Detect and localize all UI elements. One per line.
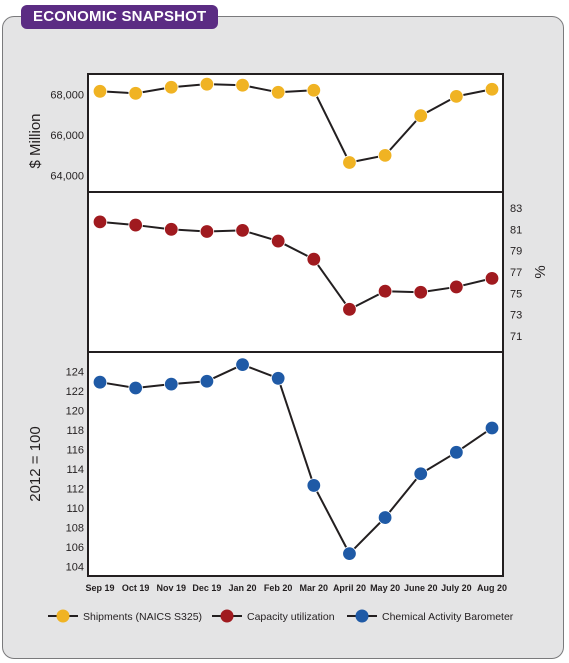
data-point-capacity bbox=[270, 233, 286, 249]
data-point-shipments bbox=[413, 108, 428, 123]
y-tick-label-barometer: 122 bbox=[66, 386, 84, 398]
y-tick-label-barometer: 114 bbox=[66, 464, 84, 476]
data-point-capacity bbox=[484, 271, 500, 286]
data-point-capacity bbox=[342, 302, 357, 317]
y-tick-label-barometer: 124 bbox=[66, 366, 84, 378]
y-tick-label-shipments: 66,000 bbox=[50, 130, 84, 142]
x-tick-label: Sep 19 bbox=[85, 583, 114, 593]
y-axis-title-barometer: 2012 = 100 bbox=[27, 426, 44, 502]
x-tick-label: Mar 20 bbox=[300, 583, 329, 593]
legend-item: Chemical Activity Barometer bbox=[347, 609, 514, 623]
y-tick-label-capacity: 71 bbox=[510, 331, 522, 343]
y-tick-label-barometer: 112 bbox=[66, 483, 84, 495]
y-tick-label-capacity: 81 bbox=[510, 224, 522, 236]
legend-label: Shipments (NAICS S325) bbox=[83, 611, 202, 623]
y-tick-label-capacity: 77 bbox=[510, 267, 522, 279]
x-tick-label: Nov 19 bbox=[157, 583, 187, 593]
data-point-barometer bbox=[377, 510, 393, 525]
y-tick-label-shipments: 68,000 bbox=[50, 89, 84, 101]
data-point-capacity bbox=[413, 285, 428, 300]
x-tick-label: Oct 19 bbox=[122, 583, 150, 593]
data-point-barometer bbox=[449, 445, 464, 460]
data-point-barometer bbox=[484, 420, 500, 436]
data-point-barometer bbox=[270, 371, 286, 386]
data-point-capacity bbox=[377, 284, 393, 299]
data-point-shipments bbox=[377, 148, 393, 163]
data-point-capacity bbox=[449, 279, 464, 295]
y-tick-label-capacity: 75 bbox=[510, 288, 522, 300]
x-tick-label: June 20 bbox=[404, 583, 438, 593]
data-point-capacity bbox=[128, 217, 143, 233]
x-tick-label: Dec 19 bbox=[192, 583, 221, 593]
data-point-barometer bbox=[164, 376, 179, 392]
data-point-barometer bbox=[235, 357, 250, 372]
x-tick-label: April 20 bbox=[333, 583, 366, 593]
data-point-shipments bbox=[449, 89, 464, 104]
legend-marker bbox=[56, 609, 70, 623]
data-point-barometer bbox=[306, 478, 322, 493]
legend-label: Capacity utilization bbox=[247, 611, 335, 623]
x-tick-label: Feb 20 bbox=[264, 583, 293, 593]
y-tick-label-barometer: 104 bbox=[66, 561, 84, 573]
y-tick-label-capacity: 73 bbox=[510, 310, 522, 322]
x-tick-label: May 20 bbox=[370, 583, 400, 593]
y-tick-label-shipments: 64,000 bbox=[50, 171, 84, 183]
y-tick-label-barometer: 116 bbox=[66, 444, 84, 456]
data-point-barometer bbox=[92, 374, 108, 390]
data-point-capacity bbox=[199, 224, 215, 239]
y-axis-title-shipments: $ Million bbox=[27, 113, 44, 168]
data-point-capacity bbox=[306, 252, 322, 267]
data-point-barometer bbox=[199, 374, 215, 389]
data-point-barometer bbox=[413, 466, 428, 481]
data-point-shipments bbox=[128, 86, 143, 101]
data-point-shipments bbox=[92, 84, 108, 99]
y-tick-label-barometer: 120 bbox=[66, 405, 84, 417]
data-point-barometer bbox=[128, 380, 143, 396]
legend-item: Capacity utilization bbox=[212, 609, 335, 623]
y-tick-label-barometer: 108 bbox=[66, 522, 84, 534]
y-tick-label-barometer: 106 bbox=[66, 542, 84, 554]
data-point-shipments bbox=[342, 155, 357, 170]
data-point-capacity bbox=[235, 223, 250, 238]
y-tick-label-barometer: 118 bbox=[66, 425, 84, 437]
legend-label: Chemical Activity Barometer bbox=[382, 611, 514, 623]
plot-frame bbox=[87, 73, 504, 577]
x-tick-label: Jan 20 bbox=[229, 583, 257, 593]
legend-marker bbox=[355, 609, 369, 623]
y-tick-label-capacity: 79 bbox=[510, 246, 522, 258]
y-axis-title-capacity: % bbox=[532, 265, 549, 278]
y-tick-label-capacity: 83 bbox=[510, 203, 522, 215]
data-point-shipments bbox=[235, 77, 250, 93]
x-tick-label: July 20 bbox=[441, 583, 472, 593]
legend-item: Shipments (NAICS S325) bbox=[48, 609, 202, 623]
data-point-shipments bbox=[199, 76, 215, 92]
data-point-capacity bbox=[92, 214, 108, 230]
data-point-capacity bbox=[164, 222, 179, 237]
data-point-shipments bbox=[270, 85, 286, 100]
data-point-shipments bbox=[306, 83, 322, 98]
data-point-barometer bbox=[342, 546, 357, 561]
y-tick-label-barometer: 110 bbox=[66, 503, 84, 515]
header-title: ECONOMIC SNAPSHOT bbox=[21, 5, 219, 29]
data-point-shipments bbox=[484, 82, 500, 97]
x-tick-label: Aug 20 bbox=[477, 583, 507, 593]
data-point-shipments bbox=[164, 80, 179, 95]
legend-marker bbox=[220, 609, 234, 623]
